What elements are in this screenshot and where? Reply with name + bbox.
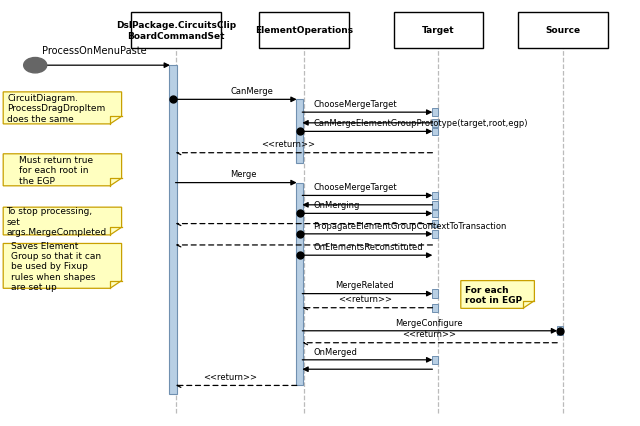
Text: For each
root in EGP: For each root in EGP (465, 285, 522, 305)
Text: Target: Target (422, 26, 454, 35)
Polygon shape (3, 244, 122, 289)
Text: PropagateElementGroupContextToTransaction: PropagateElementGroupContextToTransactio… (314, 221, 507, 230)
Text: Saves Element
Group so that it can
be used by Fixup
rules when shapes
are set up: Saves Element Group so that it can be us… (12, 241, 102, 291)
Bar (433, 109, 438, 117)
Bar (557, 326, 563, 336)
Bar (169, 66, 177, 394)
Bar (296, 183, 303, 386)
Text: DslPackage.CircuitsClip
BoardCommandSet: DslPackage.CircuitsClip BoardCommandSet (116, 21, 236, 40)
Text: Source: Source (546, 26, 580, 35)
Text: CanMergeElementGroupPrototype(target,root,egp): CanMergeElementGroupPrototype(target,roo… (314, 119, 528, 128)
Bar (433, 120, 438, 127)
Text: <<return>>: <<return>> (402, 330, 456, 339)
Text: To stop processing,
set
args.MergeCompleted: To stop processing, set args.MergeComple… (6, 207, 107, 236)
Bar (131, 13, 221, 49)
Text: OnElementsReconstituted: OnElementsReconstituted (314, 242, 423, 251)
Text: MergeConfigure: MergeConfigure (395, 318, 463, 327)
Text: OnMerging: OnMerging (314, 201, 360, 210)
Text: Must return true
for each root in
the EGP: Must return true for each root in the EG… (19, 155, 93, 185)
Text: ChooseMergeTarget: ChooseMergeTarget (314, 183, 397, 192)
Bar (433, 220, 438, 228)
Bar (433, 192, 438, 200)
Bar (433, 356, 438, 364)
Bar (433, 201, 438, 209)
Text: ElementOperations: ElementOperations (255, 26, 353, 35)
Text: ChooseMergeTarget: ChooseMergeTarget (314, 100, 397, 109)
Text: Merge: Merge (230, 170, 257, 179)
Bar (259, 13, 349, 49)
Polygon shape (461, 281, 534, 308)
Text: CircuitDiagram.
ProcessDragDropItem
does the same: CircuitDiagram. ProcessDragDropItem does… (7, 94, 106, 124)
Bar (518, 13, 608, 49)
Bar (296, 100, 303, 164)
Text: MergeRelated: MergeRelated (335, 281, 394, 290)
Polygon shape (3, 208, 122, 235)
Text: OnMerged: OnMerged (314, 347, 358, 356)
Circle shape (24, 58, 47, 74)
Text: <<return>>: <<return>> (338, 295, 392, 304)
Bar (433, 289, 438, 299)
Bar (433, 230, 438, 238)
Bar (433, 128, 438, 136)
Text: CanMerge: CanMerge (230, 87, 273, 96)
Text: ProcessOnMenuPaste: ProcessOnMenuPaste (42, 46, 146, 56)
Polygon shape (3, 155, 122, 187)
Polygon shape (3, 93, 122, 124)
Text: <<return>>: <<return>> (261, 140, 315, 149)
Bar (433, 304, 438, 312)
Bar (394, 13, 483, 49)
Text: <<return>>: <<return>> (204, 372, 257, 381)
Bar (433, 210, 438, 218)
